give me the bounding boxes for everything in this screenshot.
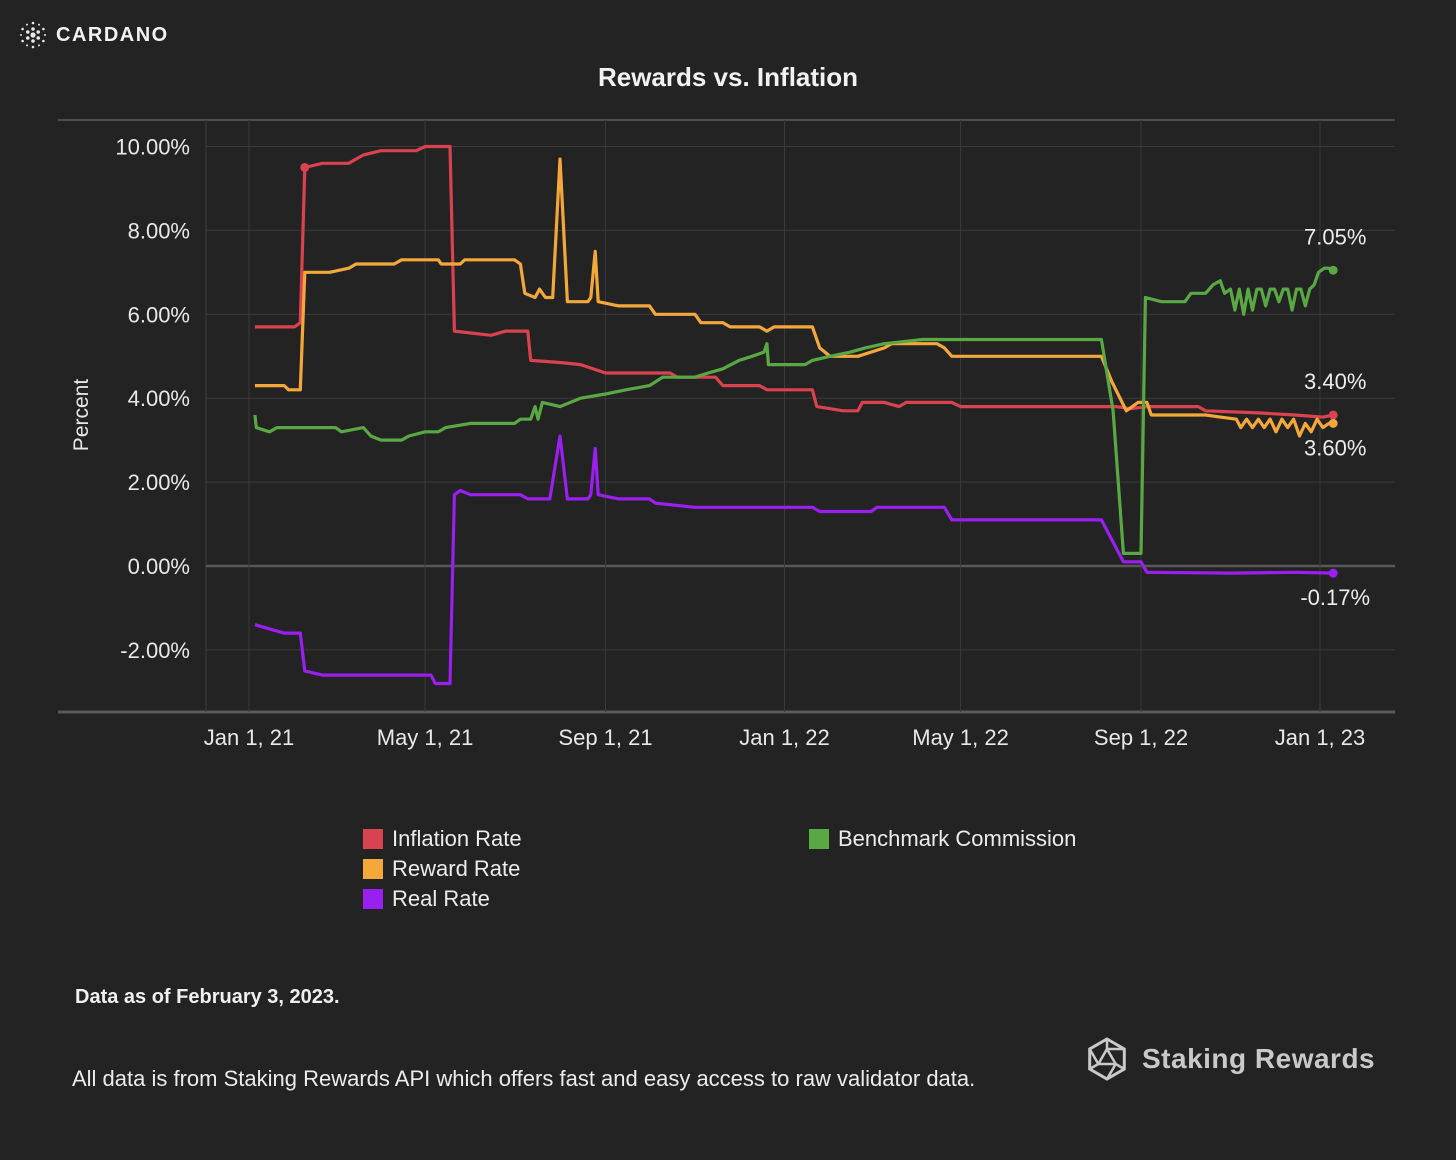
y-tick-label: 2.00% — [128, 470, 190, 495]
brand-name: CARDANO — [56, 23, 169, 46]
axis-labels: 10.00% 8.00% 6.00% 4.00% 2.00% 0.00% -2.00% Jan… — [115, 135, 1370, 751]
chart-title: Rewards vs. Inflation — [597, 62, 859, 92]
series-line-real-rate — [254, 434, 1334, 686]
y-tick-label: 10.00% — [115, 135, 190, 160]
brand: CARDANO — [18, 20, 169, 50]
legend-swatch — [363, 889, 383, 909]
legend-item-inflation-rate[interactable]: Inflation Rate — [363, 824, 522, 854]
cardano-logo-icon — [20, 21, 46, 49]
staking-rewards-logo-icon — [1088, 1037, 1126, 1081]
series-line-inflation-rate — [254, 144, 1334, 419]
x-tick-label: Sep 1, 21 — [558, 725, 652, 750]
legend-item-benchmark-commission[interactable]: Benchmark Commission — [809, 824, 1076, 854]
legend-label: Inflation Rate — [392, 826, 522, 851]
legend-label: Reward Rate — [392, 856, 521, 881]
legend-col-2: Benchmark Commission — [809, 824, 1076, 854]
x-tick-label: Jan 1, 21 — [204, 725, 295, 750]
x-tick-label: May 1, 21 — [377, 725, 474, 750]
legend-label: Benchmark Commission — [838, 826, 1077, 851]
y-tick-label: 0.00% — [128, 554, 190, 579]
end-value-label: 3.60% — [1304, 435, 1366, 460]
plot-area — [253, 144, 1338, 686]
y-tick-label: 6.00% — [128, 302, 190, 327]
x-tick-label: May 1, 22 — [912, 725, 1009, 750]
legend-item-reward-rate[interactable]: Reward Rate — [363, 854, 522, 884]
legend-swatch — [363, 859, 383, 879]
grid — [58, 119, 1395, 714]
legend-item-real-rate[interactable]: Real Rate — [363, 884, 522, 914]
series-marker — [300, 162, 310, 172]
series-line-benchmark-commission — [253, 266, 1334, 555]
staking-rewards-name: Staking Rewards — [1142, 1043, 1376, 1074]
series-endpoint — [1328, 410, 1338, 420]
y-tick-label: 4.00% — [128, 386, 190, 411]
chart: 10.00% 8.00% 6.00% 4.00% 2.00% 0.00% -2.00% Jan… — [58, 119, 1395, 751]
y-tick-label: -2.00% — [120, 638, 190, 663]
x-tick-label: Sep 1, 22 — [1094, 725, 1188, 750]
staking-rewards-brand: Staking Rewards — [1084, 1036, 1375, 1082]
data-date-note: Data as of February 3, 2023. — [75, 986, 340, 1008]
series-line-reward-rate — [254, 157, 1334, 438]
series-endpoint — [1328, 568, 1338, 578]
legend-swatch — [809, 829, 829, 849]
legend-label: Real Rate — [392, 886, 490, 911]
end-value-label: 3.40% — [1304, 369, 1366, 394]
y-tick-label: 8.00% — [128, 218, 190, 243]
x-tick-label: Jan 1, 22 — [739, 725, 830, 750]
end-value-label: 7.05% — [1304, 224, 1366, 249]
end-value-label: -0.17% — [1300, 585, 1370, 610]
legend-col-1: Inflation Rate Reward Rate Real Rate — [363, 824, 522, 914]
series-endpoint — [1328, 265, 1338, 275]
series-endpoint — [1328, 418, 1338, 428]
legend-swatch — [363, 829, 383, 849]
y-axis-label: Percent — [70, 379, 93, 452]
x-tick-label: Jan 1, 23 — [1275, 725, 1366, 750]
data-source-note: All data is from Staking Rewards API whi… — [72, 1066, 976, 1091]
